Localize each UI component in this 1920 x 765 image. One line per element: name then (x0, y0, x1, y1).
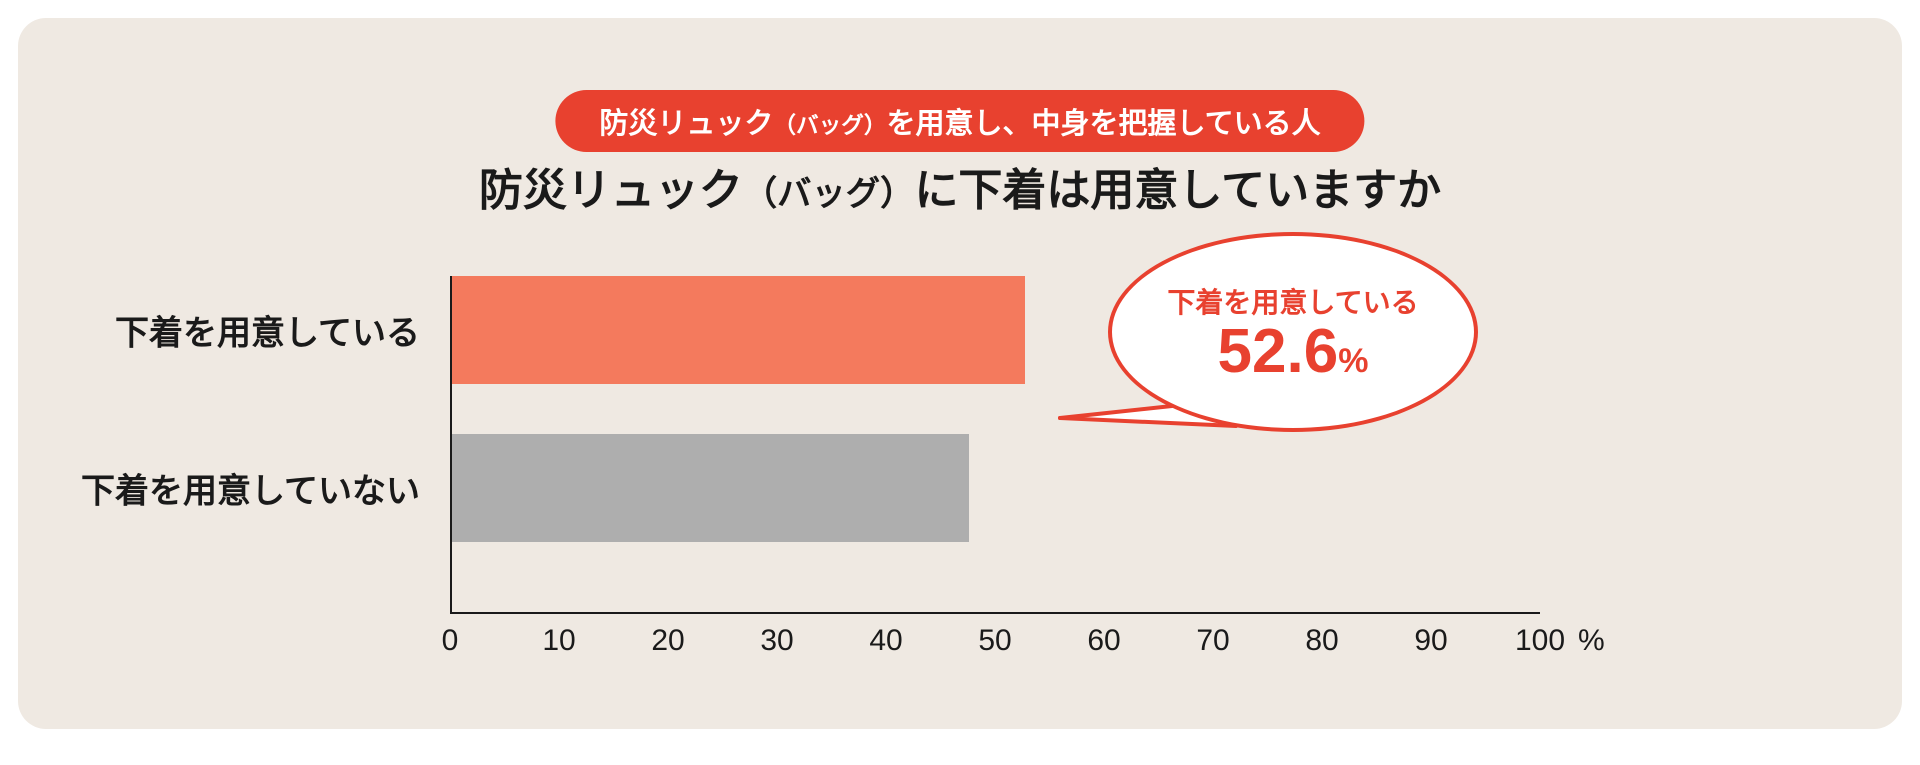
callout-line1: 下着を用意している (1167, 281, 1418, 321)
category-label: 下着を用意していない (81, 464, 420, 513)
callout-unit: % (1338, 342, 1368, 380)
category-label: 下着を用意している (115, 306, 420, 355)
callout-line2: 52.6% (1218, 321, 1369, 383)
callout-value: 52.6 (1218, 317, 1339, 386)
callout: 下着を用意している 52.6% (18, 18, 1902, 729)
chart-panel: 防災リュック（バッグ）を用意し、中身を把握している人 防災リュック（バッグ）に下… (18, 18, 1902, 729)
callout-bubble: 下着を用意している 52.6% (1108, 232, 1478, 432)
callout-tail (18, 18, 1902, 729)
